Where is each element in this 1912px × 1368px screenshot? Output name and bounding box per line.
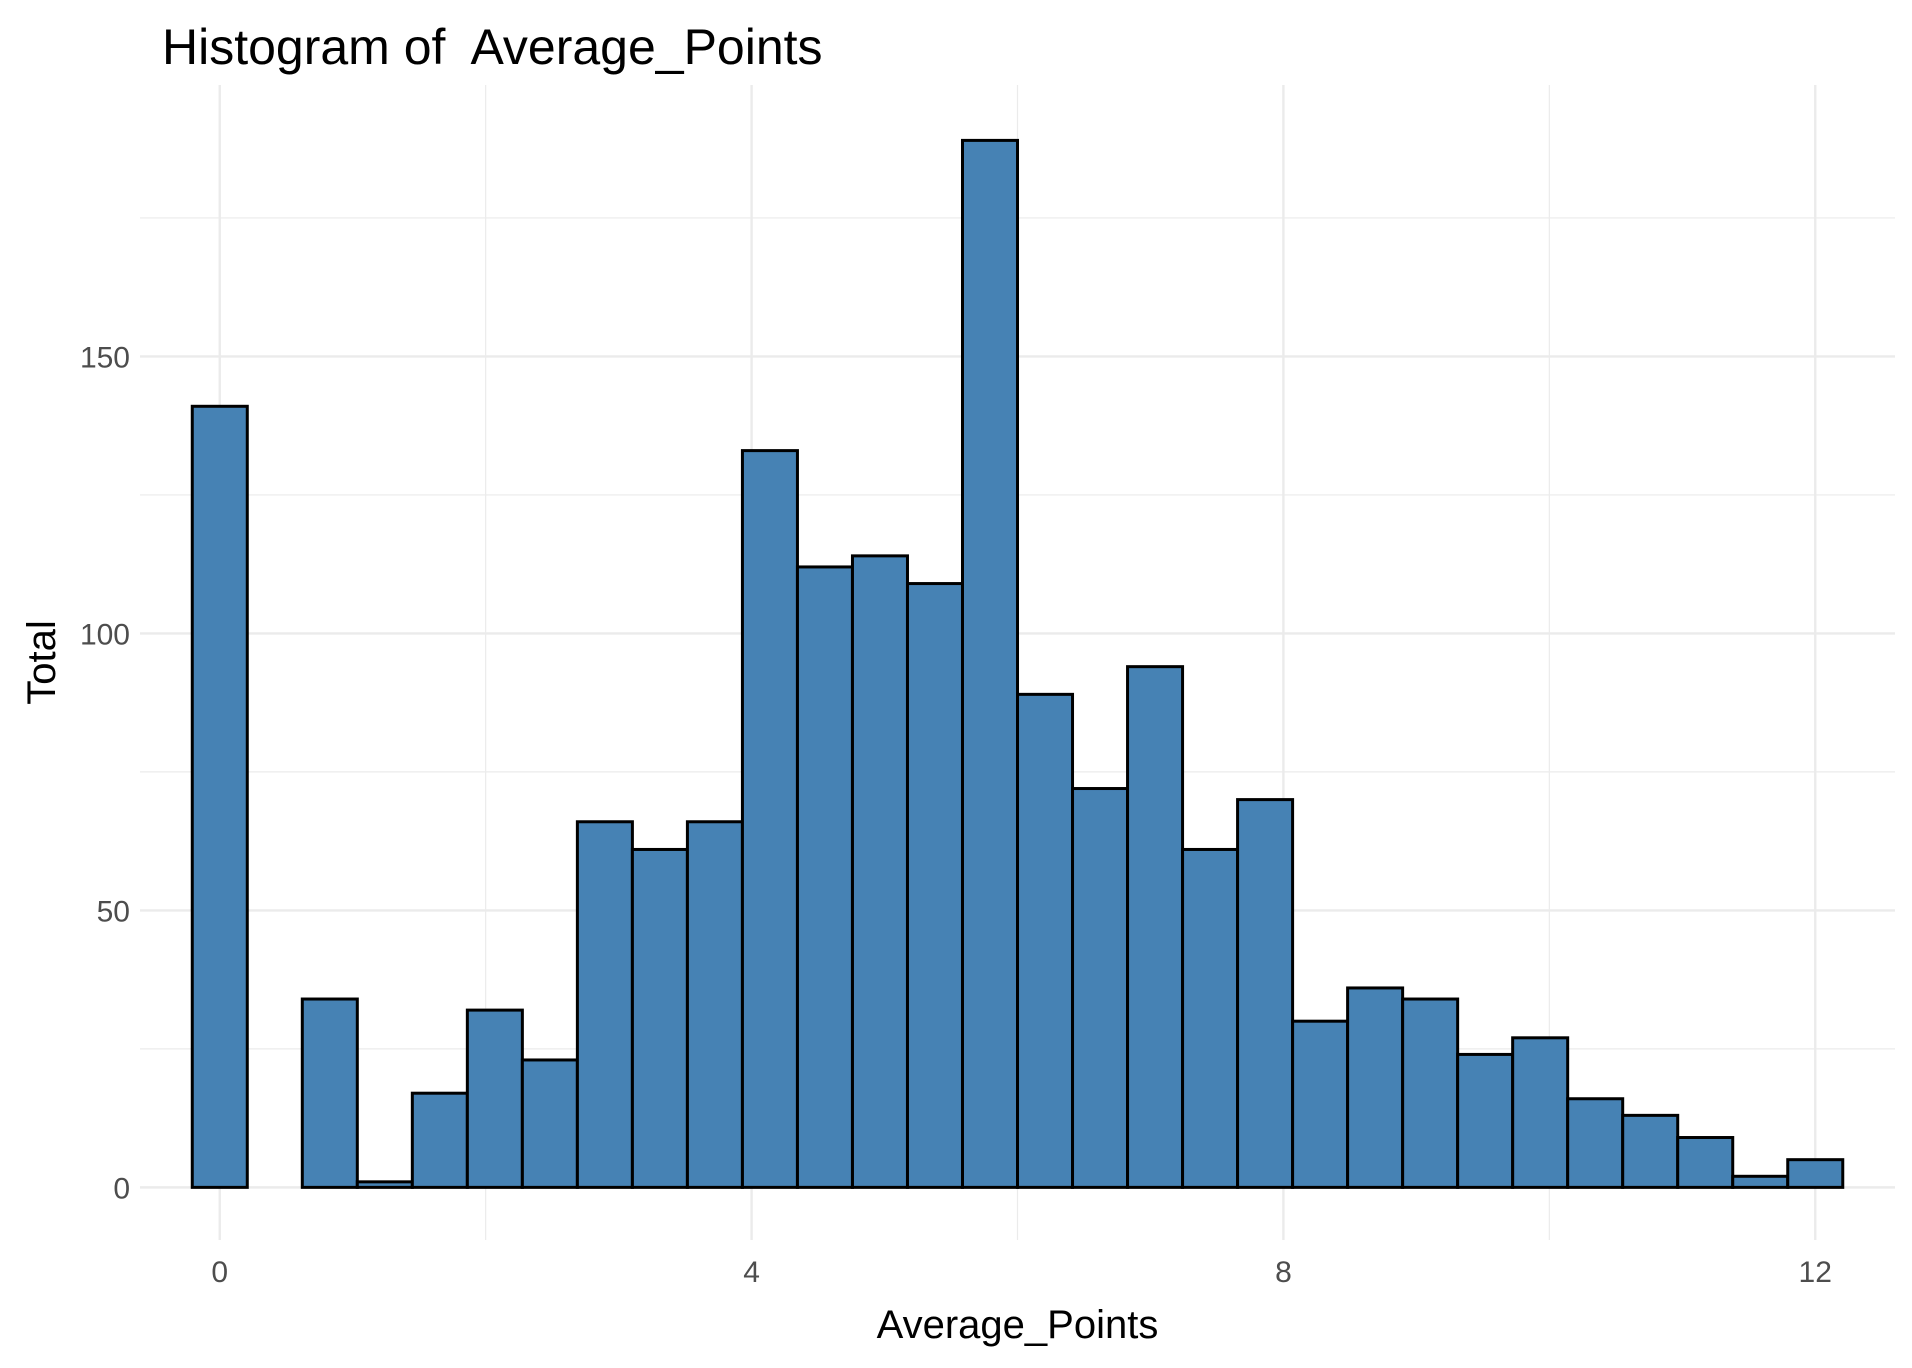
chart-title: Histogram of Average_Points — [162, 19, 823, 75]
histogram-bar — [685, 820, 744, 1189]
histogram-bar — [1566, 1097, 1625, 1189]
histogram-bar — [1401, 997, 1460, 1189]
x-tick-label: 4 — [743, 1256, 760, 1289]
histogram-bar — [300, 997, 359, 1189]
histogram-bar — [1676, 1136, 1735, 1189]
bars-layer — [190, 138, 1845, 1189]
x-tick-label: 8 — [1275, 1256, 1292, 1289]
histogram-bar — [465, 1008, 524, 1189]
y-tick-label: 0 — [113, 1172, 130, 1205]
y-tick-label: 50 — [97, 895, 130, 928]
histogram-bar — [1346, 986, 1405, 1189]
histogram-bar — [1071, 787, 1130, 1189]
histogram-bar — [850, 554, 909, 1189]
histogram-bar — [960, 138, 1020, 1189]
histogram-bar — [740, 449, 799, 1189]
y-axis-title: Total — [20, 620, 64, 705]
histogram-bar — [1016, 692, 1075, 1189]
y-tick-label: 100 — [80, 618, 130, 651]
x-tick-label: 0 — [211, 1256, 228, 1289]
tick-labels: 0 4 8 12 0 50 100 150 — [80, 341, 1832, 1289]
histogram-bar — [1181, 847, 1240, 1189]
histogram-bar — [905, 582, 964, 1189]
x-axis-title: Average_Points — [877, 1303, 1159, 1347]
histogram-bar — [355, 1180, 414, 1189]
histogram-bar — [190, 404, 249, 1189]
histogram-bar — [1511, 1036, 1570, 1189]
histogram-bar — [410, 1091, 469, 1189]
y-tick-label: 150 — [80, 341, 130, 374]
histogram-bar — [1731, 1174, 1790, 1189]
histogram-bar — [630, 847, 689, 1189]
histogram-bar — [1236, 798, 1295, 1189]
histogram-bar — [1291, 1019, 1350, 1189]
histogram-bar — [795, 565, 854, 1189]
histogram-bar — [520, 1058, 579, 1189]
histogram-bar — [1126, 665, 1185, 1189]
histogram-bar — [575, 820, 634, 1189]
x-tick-label: 12 — [1799, 1256, 1832, 1289]
histogram-bar — [1786, 1158, 1845, 1189]
histogram-bar — [1621, 1113, 1680, 1189]
histogram-bar — [1456, 1052, 1515, 1189]
